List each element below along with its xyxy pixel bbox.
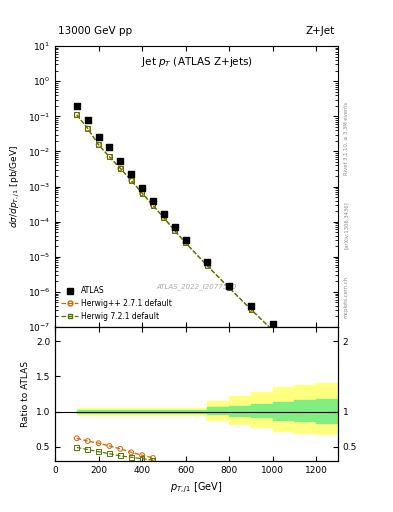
Point (84, 445, 91, 454)
Point (117, 164, 123, 173)
X-axis label: $p_{T,j1}$ [GeV]: $p_{T,j1}$ [GeV] (170, 480, 223, 495)
Point (172, 227, 178, 235)
Text: Z+Jet: Z+Jet (306, 26, 335, 36)
Point (128, 453, 134, 461)
Point (172, 227, 178, 235)
Point (139, 189, 145, 197)
Text: Jet $p_T$ (ATLAS Z+jets): Jet $p_T$ (ATLAS Z+jets) (141, 54, 252, 69)
Text: Rivet 3.1.10, ≥ 3.3M events: Rivet 3.1.10, ≥ 3.3M events (344, 101, 349, 175)
Point (172, 223, 178, 231)
Point (161, 210, 167, 219)
Text: mcplots.cern.ch: mcplots.cern.ch (344, 276, 349, 318)
Y-axis label: $d\sigma/dp_{T,j1}$ [pb/GeV]: $d\sigma/dp_{T,j1}$ [pb/GeV] (9, 145, 22, 228)
Point (291, 344, 298, 352)
Point (95, 133, 102, 141)
Point (150, 201, 156, 209)
Text: [arXiv:1306.3436]: [arXiv:1306.3436] (344, 201, 349, 249)
Point (270, 326, 276, 334)
Point (204, 262, 211, 270)
Point (84, 437, 91, 445)
Point (139, 189, 145, 197)
Point (270, 320, 276, 328)
Text: ATLAS_2022_I2077570: ATLAS_2022_I2077570 (156, 284, 237, 290)
Point (291, 337, 298, 345)
Y-axis label: Ratio to ATLAS: Ratio to ATLAS (21, 361, 30, 427)
Point (226, 284, 232, 292)
Point (117, 164, 123, 173)
Point (128, 176, 134, 184)
Point (84, 124, 91, 133)
Point (313, 361, 320, 370)
Point (106, 442, 112, 450)
Point (182, 236, 189, 244)
Point (106, 153, 112, 161)
Point (248, 305, 254, 313)
Point (73, 111, 80, 119)
Point (117, 445, 123, 453)
Point (117, 157, 123, 165)
Point (182, 239, 189, 247)
Point (73, 443, 80, 452)
Point (128, 448, 134, 456)
Point (182, 239, 189, 247)
Point (106, 450, 112, 458)
Point (226, 284, 232, 292)
Point (139, 184, 145, 192)
Point (106, 143, 112, 152)
Point (150, 456, 156, 464)
Point (204, 258, 211, 266)
Point (139, 451, 145, 459)
Point (291, 344, 298, 352)
Text: 13000 GeV pp: 13000 GeV pp (58, 26, 132, 36)
Point (106, 153, 112, 161)
Point (73, 434, 80, 442)
Point (128, 176, 134, 184)
Point (150, 454, 156, 462)
Point (204, 262, 211, 270)
Point (161, 214, 167, 222)
Point (161, 214, 167, 222)
Point (226, 282, 232, 290)
Point (313, 361, 320, 370)
Point (73, 111, 80, 119)
Point (270, 326, 276, 334)
Point (150, 201, 156, 209)
Point (128, 170, 134, 178)
Point (95, 439, 102, 447)
Point (117, 452, 123, 460)
Point (84, 116, 91, 124)
Point (248, 302, 254, 310)
Point (95, 141, 102, 149)
Point (95, 447, 102, 456)
Point (95, 141, 102, 149)
Point (73, 102, 80, 110)
Point (313, 352, 320, 360)
Point (139, 455, 145, 463)
Point (150, 197, 156, 205)
Legend: ATLAS, Herwig++ 2.7.1 default, Herwig 7.2.1 default: ATLAS, Herwig++ 2.7.1 default, Herwig 7.… (59, 284, 174, 323)
Point (248, 305, 254, 313)
Point (84, 124, 91, 133)
